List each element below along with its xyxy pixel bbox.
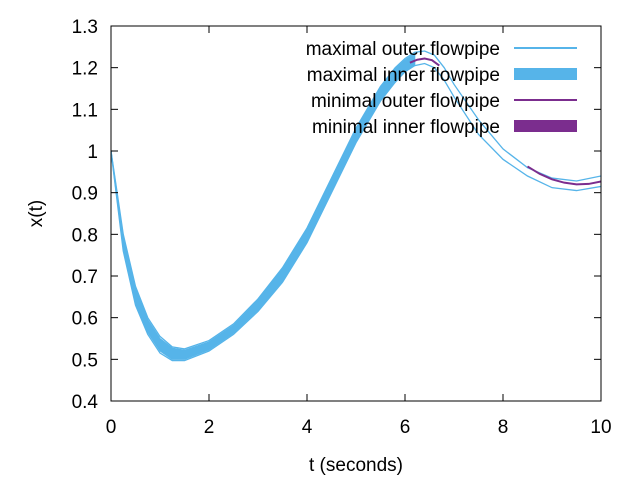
- minimal-outer-flowpipe-segment-1: [409, 57, 440, 67]
- x-axis-label: t (seconds): [309, 455, 403, 476]
- y-tick-label: 1.3: [72, 17, 98, 38]
- y-tick-label: 0.9: [72, 184, 98, 205]
- y-tick-label: 1.1: [72, 100, 98, 121]
- maximal-inner-flowpipe-band: [111, 52, 416, 360]
- y-tick-label: 1.2: [72, 59, 98, 80]
- legend-label: maximal inner flowpipe: [307, 65, 500, 86]
- x-tick-label: 0: [106, 417, 117, 438]
- legend-label: minimal inner flowpipe: [312, 117, 500, 138]
- maximal-outer-flowpipe-upper-line: [111, 50, 601, 350]
- y-tick-label: 0.8: [72, 225, 98, 246]
- legend: maximal outer flowpipe maximal inner flow…: [306, 39, 577, 138]
- x-tick-label: 6: [400, 417, 411, 438]
- legend-label: maximal outer flowpipe: [306, 39, 500, 60]
- maximal-outer-flowpipe-lower-line: [111, 62, 601, 362]
- y-tick-label: 1: [87, 142, 98, 163]
- y-tick-label: 0.7: [72, 267, 98, 288]
- legend-label: minimal outer flowpipe: [311, 91, 500, 112]
- x-tick-label: 8: [498, 417, 509, 438]
- ticks-layer: 0 2 4 6 8 10 0.4 0.5 0.6 0.7 0.8 0.9 1 1.1 1.2 1.3: [72, 17, 612, 438]
- y-tick-label: 0.4: [72, 392, 99, 413]
- x-tick-label: 2: [204, 417, 215, 438]
- y-axis-label: x(t): [26, 200, 47, 227]
- x-tick-label: 10: [590, 417, 611, 438]
- y-tick-label: 0.6: [72, 309, 98, 330]
- minimal-outer-flowpipe-segment-2: [526, 165, 601, 186]
- plot-frame: [110, 25, 602, 402]
- data-layer: [111, 50, 601, 362]
- x-tick-label: 4: [302, 417, 313, 438]
- y-tick-label: 0.5: [72, 350, 98, 371]
